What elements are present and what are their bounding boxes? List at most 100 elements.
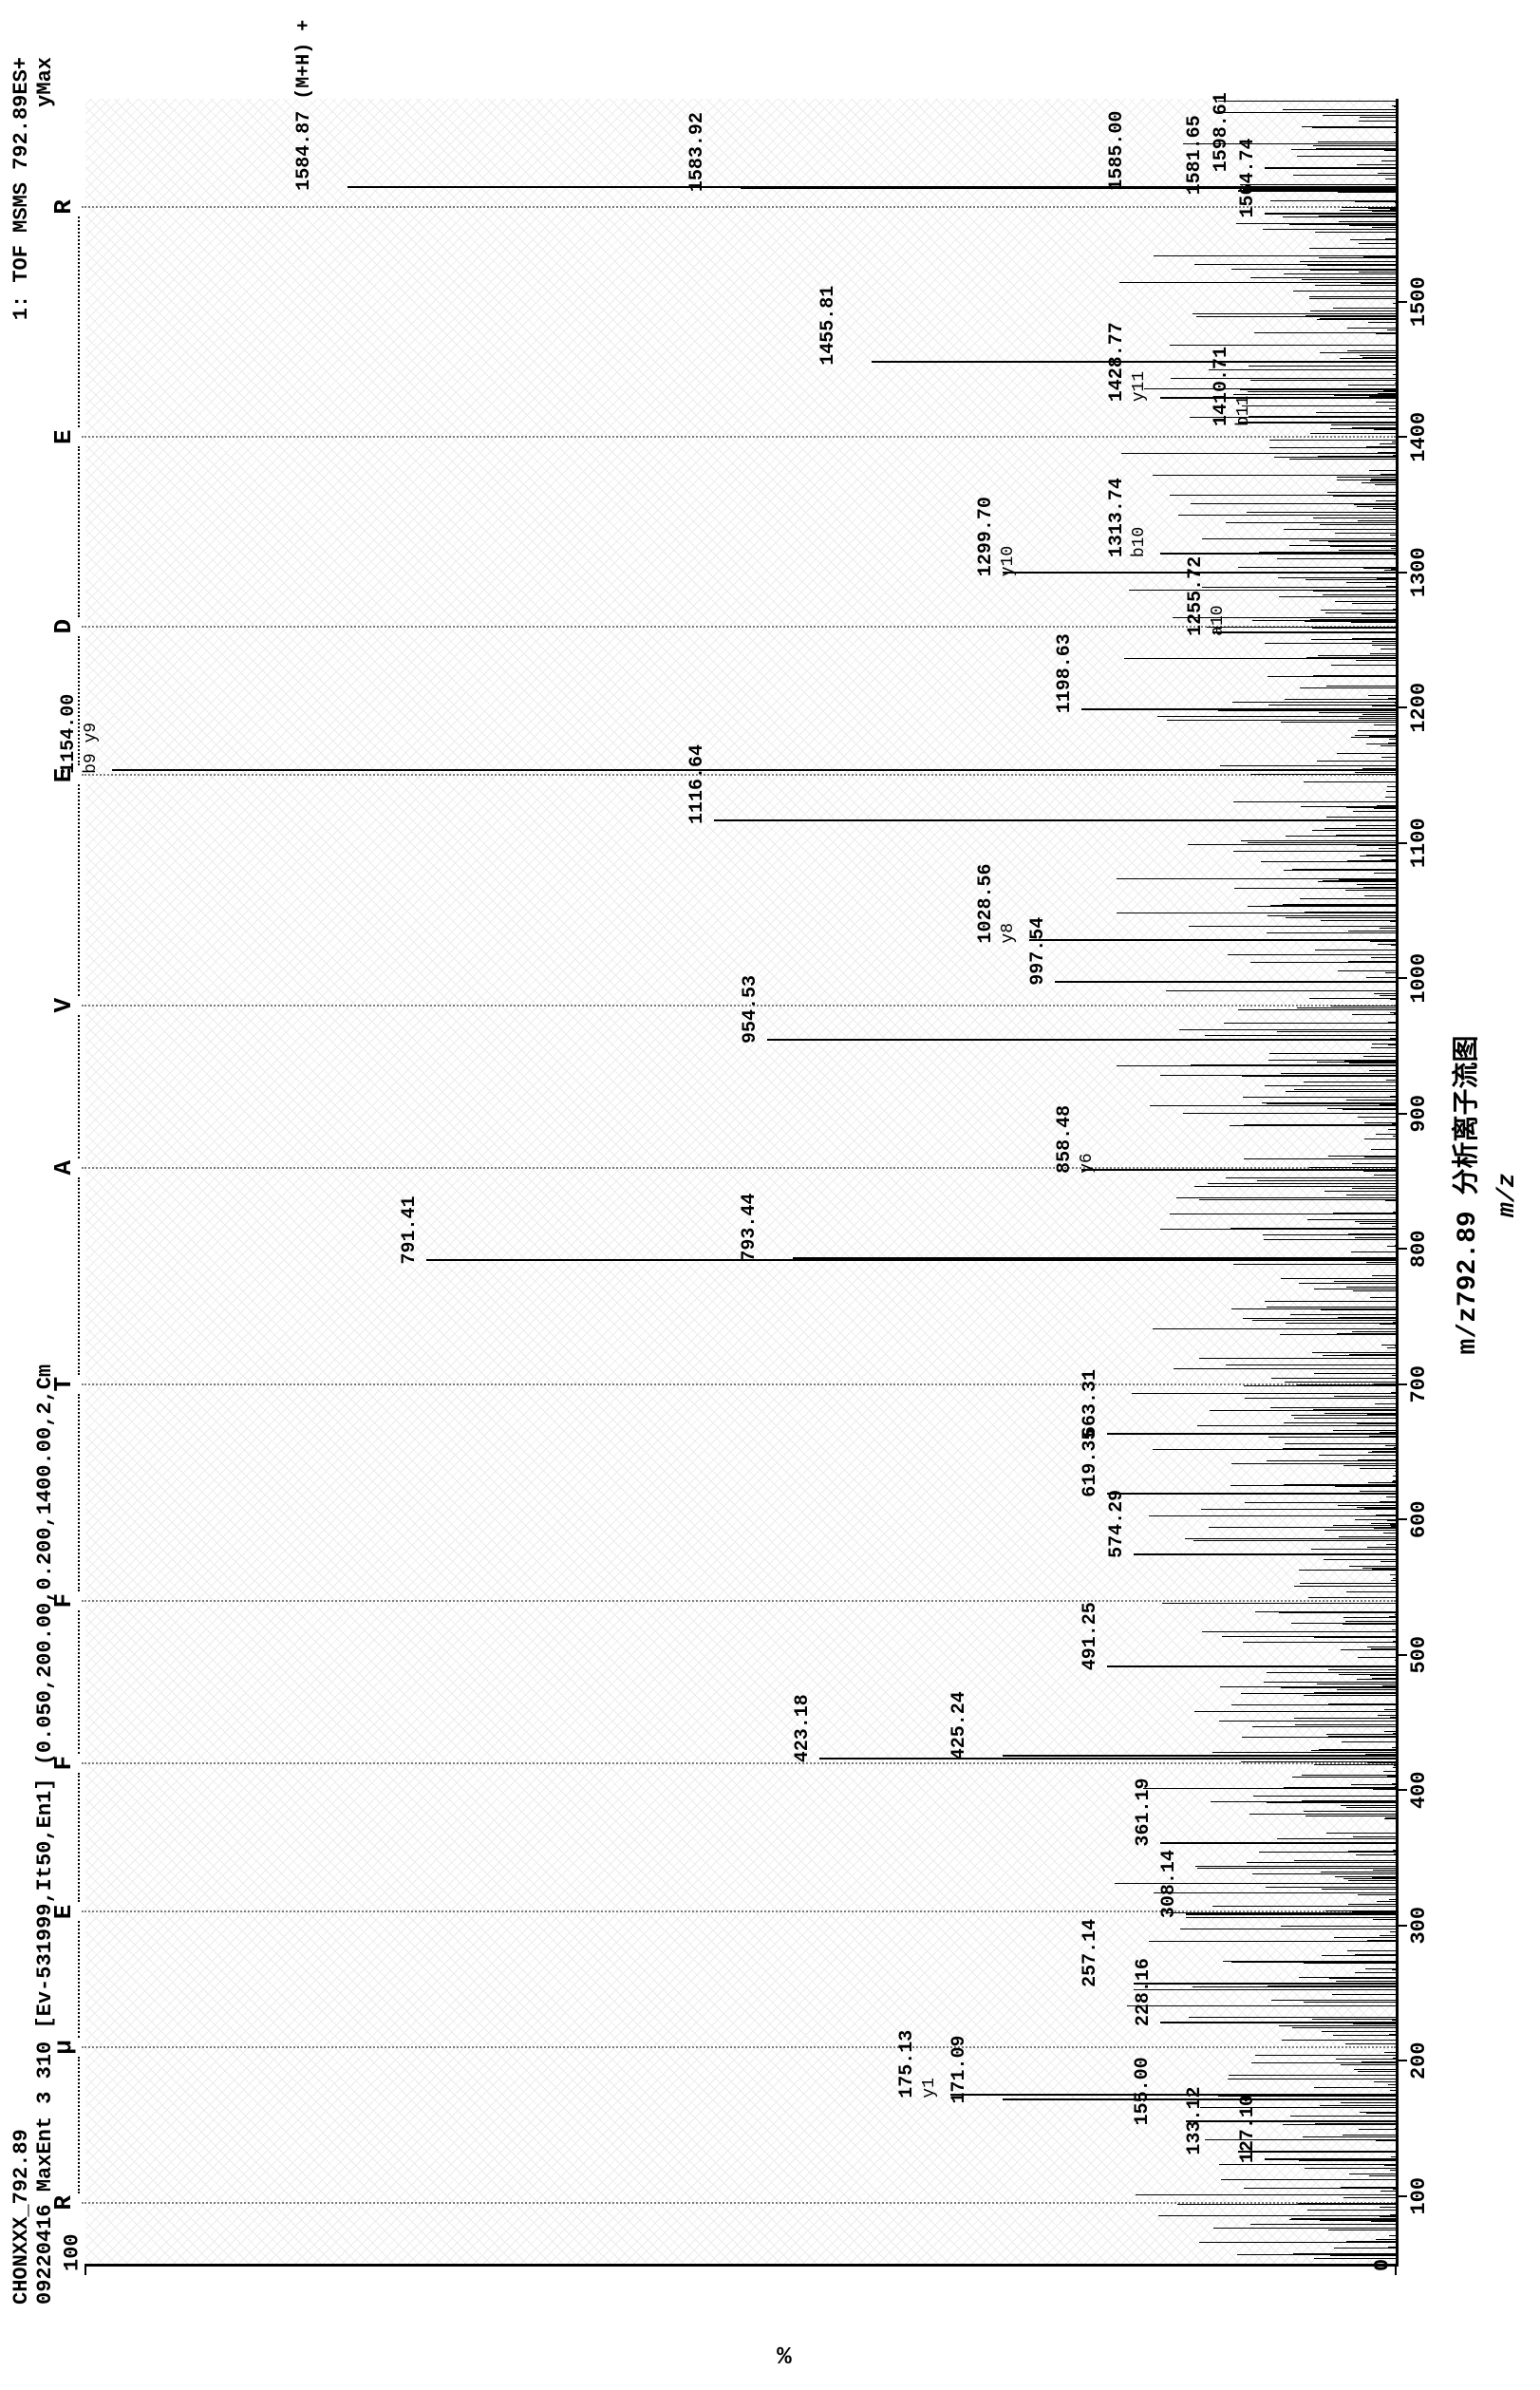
noise-peak [1221,2179,1396,2180]
noise-peak [1264,1682,1396,1683]
noise-peak [1291,2218,1396,2219]
noise-peak [1268,1985,1396,1986]
ms-peak [1107,1493,1396,1495]
noise-peak [1333,308,1396,309]
noise-peak [1393,1212,1396,1213]
noise-peak [1286,836,1396,837]
peak-label: 423.18 [792,1694,814,1762]
noise-peak [1304,1695,1396,1696]
noise-peak [1320,524,1396,525]
noise-peak [1257,1180,1396,1181]
noise-peak [1359,718,1396,719]
noise-peak [1362,357,1396,358]
noise-peak [1322,1955,1396,1956]
noise-peak [1154,1892,1396,1893]
noise-peak [1289,459,1396,460]
noise-peak [1368,695,1396,696]
sequence-letter: F [49,1593,78,1609]
x-tick-label: 1100 [1396,818,1431,868]
noise-peak [1355,881,1396,882]
noise-peak [1117,878,1396,879]
ms-peak [819,1758,1396,1760]
noise-peak [1265,643,1396,644]
ms-peak [1238,2151,1396,2153]
ms-peak [1081,708,1396,710]
noise-peak [1324,1530,1396,1531]
noise-peak [1162,1603,1396,1604]
noise-peak [1220,1686,1396,1687]
sequence-connector [78,1610,81,1754]
ms-peak [1238,422,1396,423]
noise-peak [1322,1889,1396,1890]
noise-peak [1335,601,1396,602]
noise-peak [1250,2224,1396,2225]
noise-peak [1390,1012,1396,1013]
noise-peak [1281,1279,1396,1280]
noise-peak [1311,1549,1396,1550]
noise-peak [1335,1486,1396,1487]
noise-peak [1393,1480,1396,1481]
noise-peak [1360,355,1396,356]
noise-peak [1270,1407,1396,1408]
noise-peak [1381,210,1396,211]
noise-peak [1372,1275,1396,1276]
noise-peak [1336,2059,1396,2060]
noise-peak [1322,2031,1396,2032]
noise-peak [1392,1123,1396,1124]
noise-peak [1332,619,1396,620]
peak-label: 793.44 [739,1194,761,1262]
noise-peak [1314,1764,1396,1765]
noise-peak [1347,328,1396,329]
noise-peak [1328,1703,1396,1704]
noise-peak [1384,2165,1396,2166]
noise-peak [1234,888,1396,889]
x-tick-label: 900 [1396,1095,1431,1133]
ms-peak [1003,2098,1396,2100]
noise-peak [1294,1586,1396,1587]
noise-peak [1392,2000,1396,2001]
sequence-guide-line [82,1600,1396,1602]
noise-peak [1393,2189,1396,2190]
noise-peak [1340,1301,1396,1302]
noise-peak [1388,2084,1396,2085]
noise-peak [1390,1717,1396,1718]
x-tick-label: 300 [1396,1907,1431,1945]
noise-peak [1115,1883,1396,1884]
noise-peak [1262,1102,1396,1103]
noise-peak [1154,255,1396,256]
noise-peak [1395,734,1396,735]
noise-peak [1357,1423,1396,1424]
sequence-letter: R [49,2195,78,2211]
noise-peak [1389,1899,1396,1900]
noise-peak [1255,1611,1396,1612]
noise-peak [1347,350,1396,351]
noise-peak [1355,1954,1396,1955]
noise-peak [1380,1935,1396,1936]
peak-sublabel: y8 [999,923,1018,944]
noise-peak [1358,1657,1396,1658]
noise-peak [1367,1981,1396,1982]
noise-peak [1357,761,1396,762]
ms-peak [426,1260,1396,1262]
noise-peak [1222,1636,1396,1637]
noise-peak [1295,1724,1396,1725]
noise-peak [1294,1418,1396,1419]
noise-peak [1286,917,1396,918]
noise-peak [1268,676,1396,677]
ms-peak [1160,186,1396,188]
noise-peak [1252,1726,1396,1727]
noise-peak [1384,932,1396,933]
noise-peak [1194,1711,1396,1712]
noise-peak [1307,1219,1396,1220]
noise-peak [1210,1410,1396,1411]
noise-peak [1149,1941,1396,1942]
noise-peak [1309,296,1396,297]
noise-peak [1377,578,1396,579]
sequence-connector [78,785,81,996]
noise-peak [1383,1771,1396,1772]
noise-peak [1385,1817,1396,1818]
noise-peak [1202,587,1396,588]
noise-peak [1208,1183,1396,1184]
noise-peak [1393,609,1396,610]
noise-peak [1343,1109,1396,1110]
